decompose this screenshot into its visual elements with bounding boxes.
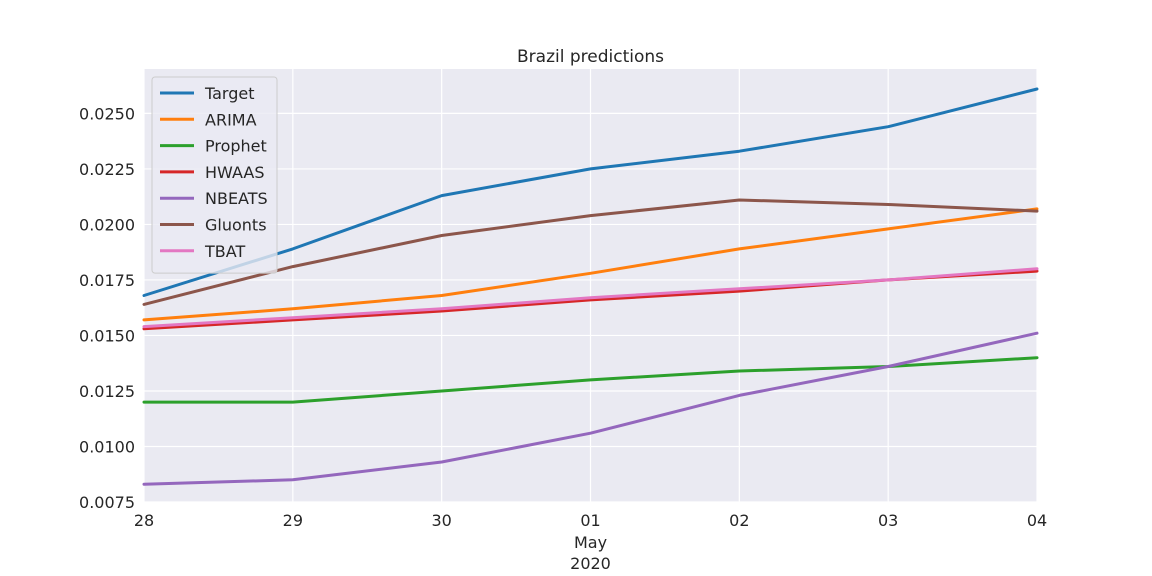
x-tick-label: 30 bbox=[431, 511, 451, 530]
x-tick-label: 04 bbox=[1027, 511, 1047, 530]
x-tick-label: 03 bbox=[878, 511, 898, 530]
series-line-target bbox=[142, 87, 1039, 297]
y-tick-label: 0.0075 bbox=[79, 493, 135, 512]
y-tick-label: 0.0100 bbox=[79, 437, 135, 456]
x-tick-label: 29 bbox=[283, 511, 303, 530]
series-lines bbox=[142, 87, 1039, 486]
legend-label: Target bbox=[204, 84, 255, 103]
y-tick-label: 0.0150 bbox=[79, 326, 135, 345]
y-tick-label: 0.0125 bbox=[79, 382, 135, 401]
legend: Target ARIMA Prophet HWAAS NBEATS Gluonts TBAT bbox=[151, 76, 278, 274]
chart-title: Brazil predictions bbox=[517, 47, 664, 67]
x-tick-label: 02 bbox=[729, 511, 749, 530]
x-sublabel: May bbox=[574, 533, 607, 552]
y-tick-label: 0.0175 bbox=[79, 271, 135, 290]
series-line-nbeats bbox=[142, 331, 1039, 486]
legend-label: Gluonts bbox=[205, 216, 267, 235]
legend-label: NBEATS bbox=[205, 189, 268, 208]
x-tick-label: 01 bbox=[580, 511, 600, 530]
legend-label: HWAAS bbox=[205, 163, 264, 182]
series-line-gluonts bbox=[142, 198, 1039, 306]
legend-label: Prophet bbox=[205, 137, 267, 156]
series-line-arima bbox=[142, 207, 1039, 322]
axes: 28 29 30 01 02 03 04 May 2020 0.0075 0.0100 0.0125 0… bbox=[79, 104, 1047, 573]
legend-label: ARIMA bbox=[205, 110, 257, 129]
y-tick-label: 0.0225 bbox=[79, 160, 135, 179]
series-line-tbat bbox=[142, 267, 1039, 329]
legend-label: TBAT bbox=[204, 242, 245, 261]
y-tick-label: 0.0250 bbox=[79, 104, 135, 123]
y-tick-label: 0.0200 bbox=[79, 215, 135, 234]
x-sublabel: 2020 bbox=[570, 554, 611, 573]
x-tick-label: 28 bbox=[134, 511, 154, 530]
